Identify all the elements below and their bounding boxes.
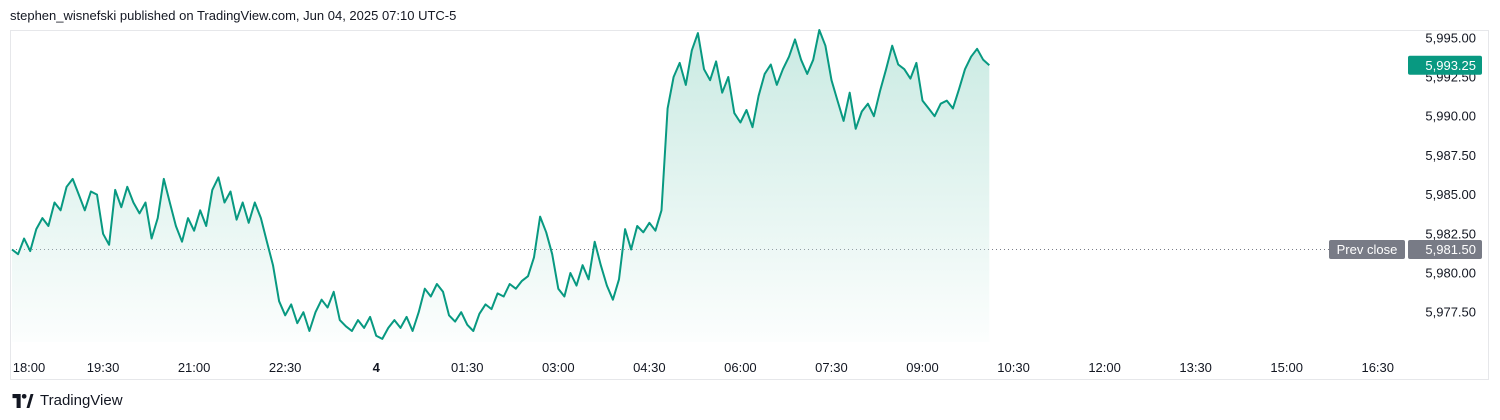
x-tick-label: 01:30: [451, 360, 484, 375]
x-tick-label: 15:00: [1270, 360, 1303, 375]
x-tick-label: 4: [373, 360, 381, 375]
y-tick-label: 5,982.50: [1425, 226, 1476, 241]
x-tick-label: 04:30: [633, 360, 666, 375]
prev-close-value-label: 5,981.50: [1425, 242, 1476, 257]
last-price-label: 5,993.25: [1425, 58, 1476, 73]
prev-close-tag-label: Prev close: [1337, 242, 1398, 257]
last-price-badge: [1408, 55, 1482, 75]
x-tick-label: 21:00: [178, 360, 211, 375]
x-tick-label: 19:30: [87, 360, 120, 375]
y-tick-label: 5,990.00: [1425, 109, 1476, 124]
y-tick-label: 5,980.00: [1425, 266, 1476, 281]
prev-close-badge: [1408, 239, 1482, 259]
y-tick-label: 5,985.00: [1425, 187, 1476, 202]
price-line: [11, 29, 990, 340]
x-tick-label: 06:00: [724, 360, 757, 375]
prev-close-tag: [1329, 239, 1405, 259]
x-tick-label: 03:00: [542, 360, 575, 375]
x-tick-label: 07:30: [815, 360, 848, 375]
price-area: [12, 30, 990, 342]
x-tick-label: 12:00: [1088, 360, 1121, 375]
x-tick-label: 09:00: [906, 360, 939, 375]
tradingview-logo-icon: [12, 393, 34, 408]
tradingview-brand: TradingView: [40, 392, 123, 409]
publish-info: stephen_wisnefski published on TradingVi…: [10, 8, 457, 23]
x-tick-label: 16:30: [1361, 360, 1394, 375]
y-tick-label: 5,995.00: [1425, 30, 1476, 45]
x-tick-label: 22:30: [269, 360, 302, 375]
x-tick-label: 10:30: [997, 360, 1030, 375]
y-tick-label: 5,987.50: [1425, 148, 1476, 163]
y-tick-label: 5,977.50: [1425, 305, 1476, 320]
x-tick-label: 13:30: [1179, 360, 1212, 375]
tradingview-footer: TradingView: [12, 392, 123, 409]
x-tick-label: 18:00: [13, 360, 46, 375]
chart-frame: [10, 30, 1489, 380]
price-chart[interactable]: 5,995.005,992.505,990.005,987.505,985.00…: [0, 0, 1500, 390]
